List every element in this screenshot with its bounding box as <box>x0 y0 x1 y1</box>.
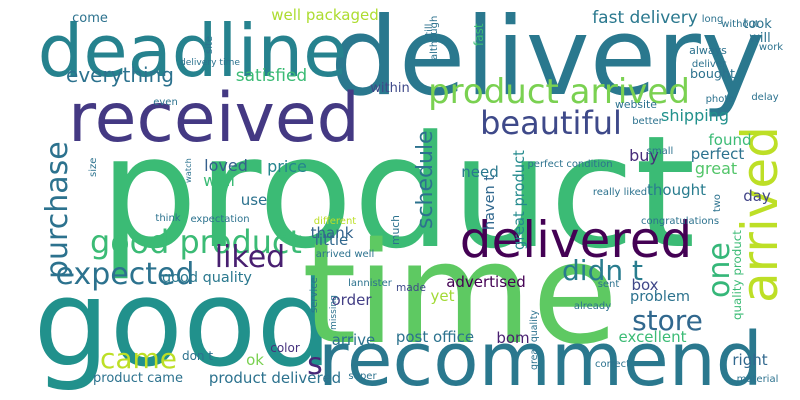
cloud-word: thank <box>310 224 354 242</box>
cloud-word: good product <box>90 222 302 261</box>
cloud-word: website <box>615 98 657 112</box>
cloud-word: fast <box>472 23 486 47</box>
cloud-word: material <box>736 374 779 385</box>
cloud-word: fast delivery <box>592 8 698 28</box>
cloud-word: sent <box>597 279 620 290</box>
cloud-word: arrived well <box>315 249 375 260</box>
cloud-word: product <box>99 102 696 283</box>
cloud-word: everything <box>66 63 174 87</box>
cloud-word: expectation <box>190 214 250 225</box>
cloud-word: much <box>388 215 402 245</box>
cloud-word: super <box>348 371 377 382</box>
cloud-word: post office <box>395 328 475 346</box>
cloud-word: right <box>732 351 768 369</box>
cloud-word: thought <box>647 181 706 199</box>
cloud-word: day <box>743 187 771 205</box>
cloud-word: size <box>88 157 99 177</box>
cloud-word: product arrived <box>428 72 690 112</box>
cloud-word: purchase <box>40 141 75 279</box>
cloud-word: found <box>708 131 752 149</box>
cloud-word: came <box>99 342 178 375</box>
cloud-word: delivery <box>330 0 765 121</box>
cloud-word: perfect <box>690 145 745 163</box>
cloud-word: site <box>204 35 215 55</box>
cloud-word: good <box>33 255 333 394</box>
cloud-word: already <box>573 301 612 312</box>
cloud-word: made <box>396 282 426 295</box>
cloud-word: s <box>307 347 323 382</box>
cloud-word: excellent <box>618 328 687 346</box>
cloud-word: problem <box>630 289 690 306</box>
cloud-word: use <box>240 191 268 209</box>
cloud-word: although <box>429 15 440 60</box>
cloud-word: think <box>155 213 181 224</box>
cloud-word: expected <box>55 257 195 292</box>
cloud-word: service <box>309 277 320 313</box>
cloud-word: color <box>270 341 300 355</box>
cloud-word: product delivered <box>208 369 342 387</box>
cloud-word: recommend <box>318 316 763 400</box>
cloud-word: delay <box>751 92 779 103</box>
cloud-word: delivery time <box>180 58 240 69</box>
cloud-word: will <box>749 31 771 46</box>
cloud-word: watch <box>182 158 193 183</box>
cloud-word: great product <box>511 150 529 250</box>
cloud-word: even <box>153 97 178 108</box>
cloud-word: box <box>631 276 659 294</box>
cloud-word: received <box>68 79 360 158</box>
cloud-word: better <box>632 116 663 127</box>
cloud-word: good quality <box>162 270 252 287</box>
cloud-word: order <box>331 291 372 309</box>
cloud-word: congratulations <box>640 216 720 227</box>
cloud-word: really liked <box>592 187 648 198</box>
cloud-word: didn t <box>562 254 643 287</box>
cloud-word: bom <box>496 329 530 347</box>
cloud-word: long <box>701 14 724 25</box>
cloud-word: don t <box>181 349 214 363</box>
cloud-word: within <box>370 81 410 96</box>
cloud-word: took <box>743 17 772 32</box>
cloud-word: deliver <box>691 59 727 70</box>
cloud-word: great <box>694 159 738 178</box>
cloud-word: different <box>313 216 357 227</box>
cloud-word: correct <box>594 359 630 370</box>
cloud-word: lannister <box>348 278 392 289</box>
cloud-word: come <box>72 11 108 26</box>
cloud-word: buy <box>629 146 659 165</box>
cloud-word: deadline <box>37 9 348 93</box>
cloud-word: satisfied <box>235 66 308 86</box>
cloud-word: without <box>721 19 759 30</box>
cloud-word: shipping <box>661 106 729 125</box>
cloud-word: perfect condition <box>527 159 613 170</box>
cloud-word: liked <box>214 240 286 275</box>
cloud-word: always <box>689 44 727 57</box>
cloud-word: little <box>314 231 349 249</box>
cloud-word: bought <box>690 66 735 82</box>
cloud-word: store <box>632 304 703 337</box>
cloud-word: loved <box>204 156 248 175</box>
cloud-word: great quality <box>529 310 541 370</box>
cloud-word: photo <box>705 94 735 105</box>
cloud-word: advertised <box>446 273 526 291</box>
cloud-word: quality product <box>729 230 744 320</box>
cloud-word: missing <box>329 295 340 330</box>
cloud-word: two <box>712 194 724 212</box>
cloud-word: yet <box>430 287 455 305</box>
cloud-word: delivered <box>459 211 693 269</box>
cloud-word: arrive <box>331 331 376 349</box>
cloud-word: work <box>758 42 784 53</box>
cloud-word: well packaged <box>271 6 379 24</box>
cloud-word: well <box>203 171 235 190</box>
cloud-word: product came <box>93 371 183 386</box>
cloud-word: small <box>646 146 674 157</box>
cloud-word: need <box>461 163 499 181</box>
cloud-word: beautiful <box>480 104 622 142</box>
cloud-word: ok <box>246 351 264 369</box>
cloud-word: schedule <box>413 130 438 230</box>
cloud-word: price <box>267 157 307 176</box>
cloud-word: time <box>301 213 619 376</box>
cloud-word: haven t <box>481 175 498 230</box>
